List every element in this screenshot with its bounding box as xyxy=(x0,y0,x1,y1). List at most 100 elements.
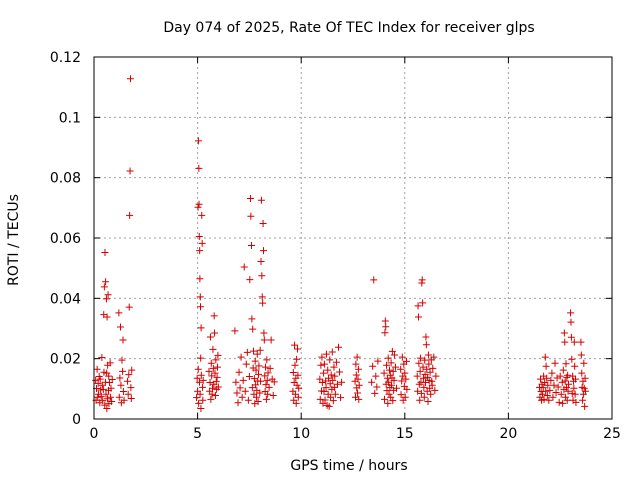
y-tick-label: 0.12 xyxy=(50,50,81,66)
data-point xyxy=(103,404,111,412)
data-point xyxy=(561,338,569,346)
data-point xyxy=(102,390,110,398)
data-point xyxy=(238,393,246,401)
data-point xyxy=(370,276,378,284)
data-point xyxy=(199,376,207,384)
data-point xyxy=(263,356,271,364)
data-point xyxy=(427,390,435,398)
data-point xyxy=(557,390,565,398)
data-point xyxy=(353,353,361,361)
data-point xyxy=(336,368,344,376)
data-point xyxy=(115,309,123,317)
data-point xyxy=(269,391,277,399)
data-point xyxy=(291,341,299,349)
data-point xyxy=(403,385,411,393)
data-point xyxy=(262,363,270,371)
data-point xyxy=(98,353,106,361)
x-tick-label: 25 xyxy=(603,426,621,442)
data-point xyxy=(559,399,567,407)
data-point xyxy=(564,387,572,395)
data-point xyxy=(124,377,132,385)
data-point xyxy=(420,383,428,391)
data-point xyxy=(417,354,425,362)
data-point xyxy=(265,383,273,391)
data-point xyxy=(209,364,217,372)
data-point xyxy=(414,387,422,395)
data-point xyxy=(195,399,203,407)
data-point xyxy=(325,402,333,410)
data-point xyxy=(256,346,264,354)
x-tick-label: 5 xyxy=(193,426,202,442)
data-point xyxy=(317,361,325,369)
data-point xyxy=(316,395,324,403)
data-point xyxy=(544,381,552,389)
data-point xyxy=(391,363,399,371)
data-point xyxy=(102,295,110,303)
data-point xyxy=(331,372,339,380)
data-point xyxy=(259,220,267,228)
data-point xyxy=(415,359,423,367)
data-point xyxy=(117,381,125,389)
data-point xyxy=(398,377,406,385)
data-point xyxy=(421,356,429,364)
y-tick-label: 0.02 xyxy=(50,352,81,368)
data-point xyxy=(402,357,410,365)
data-point xyxy=(542,387,550,395)
data-point xyxy=(416,367,424,375)
data-point xyxy=(387,359,395,367)
data-point xyxy=(264,369,272,377)
data-point xyxy=(571,390,579,398)
data-point xyxy=(107,393,115,401)
data-point xyxy=(257,377,265,385)
data-point xyxy=(255,362,263,370)
data-point xyxy=(384,354,392,362)
data-point xyxy=(330,383,338,391)
data-point xyxy=(570,338,578,346)
data-point xyxy=(197,354,205,362)
y-tick-label: 0.08 xyxy=(50,171,81,187)
data-point xyxy=(418,276,426,284)
data-point xyxy=(247,212,255,220)
data-point xyxy=(101,248,109,256)
y-axis-label: ROTI / TECUs xyxy=(6,194,22,286)
grid-lines xyxy=(94,57,612,419)
data-point xyxy=(338,378,346,386)
data-point xyxy=(259,299,267,307)
data-point xyxy=(194,365,202,373)
data-point xyxy=(108,398,116,406)
data-point xyxy=(264,390,272,398)
data-point xyxy=(551,359,559,367)
data-point xyxy=(205,367,213,375)
data-point xyxy=(390,376,398,384)
data-point xyxy=(581,374,589,382)
data-point xyxy=(380,369,388,377)
data-point xyxy=(568,355,576,363)
data-point xyxy=(260,336,268,344)
data-point xyxy=(125,371,133,379)
data-point xyxy=(572,375,580,383)
data-point xyxy=(104,291,112,299)
data-point xyxy=(118,356,126,364)
data-point xyxy=(261,372,269,380)
data-point xyxy=(539,384,547,392)
x-tick-label: 15 xyxy=(396,426,414,442)
data-point xyxy=(106,359,114,367)
data-point xyxy=(352,360,360,368)
data-point xyxy=(389,397,397,405)
data-point xyxy=(580,359,588,367)
data-point xyxy=(322,384,330,392)
data-point xyxy=(266,364,274,372)
data-point xyxy=(552,388,560,396)
data-point xyxy=(128,366,136,374)
data-point xyxy=(210,312,218,320)
data-point xyxy=(211,329,219,337)
data-point xyxy=(424,398,432,406)
data-point xyxy=(209,384,217,392)
data-point xyxy=(206,378,214,386)
data-point xyxy=(263,376,271,384)
data-point xyxy=(207,359,215,367)
data-point xyxy=(543,391,551,399)
data-point xyxy=(124,390,132,398)
